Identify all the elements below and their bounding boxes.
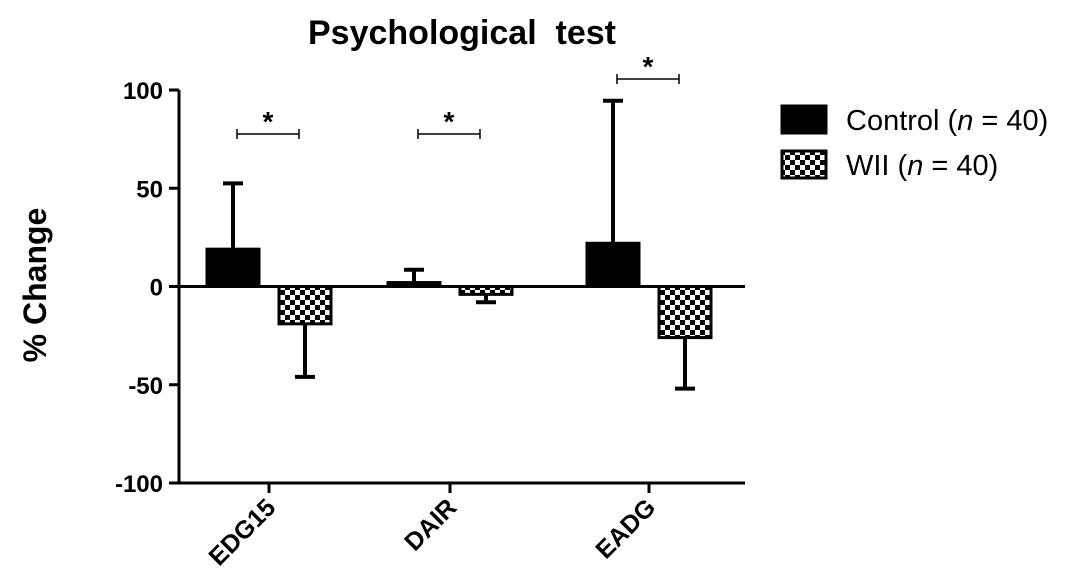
- legend-label: Control (n = 40): [846, 105, 1048, 137]
- y-tick-label: -100: [115, 471, 163, 498]
- bar: [277, 285, 333, 326]
- error-bars: [223, 98, 695, 391]
- bar: [657, 285, 713, 340]
- axes: 100 50 0 -50 -100 EDG15 DAIR EADG: [115, 78, 745, 571]
- bar: [585, 241, 641, 289]
- bars: [205, 241, 713, 340]
- bar: [386, 281, 442, 289]
- legend-swatch: [780, 149, 828, 180]
- y-axis-label: % Change: [17, 208, 53, 363]
- chart-title: Psychological test: [308, 14, 616, 52]
- bar: [458, 285, 514, 296]
- y-tick-label: 50: [136, 176, 163, 203]
- x-tick-label: DAIR: [399, 493, 462, 556]
- legend-label: WII (n = 40): [846, 150, 998, 182]
- significance-star: *: [444, 106, 455, 137]
- bar: [205, 247, 261, 288]
- significance-markers: * * *: [236, 51, 680, 139]
- x-tick-label: EADG: [590, 493, 661, 564]
- y-tick-label: -50: [128, 373, 163, 400]
- y-tick-label: 100: [123, 78, 163, 105]
- legend-swatch: [780, 104, 828, 135]
- significance-star: *: [643, 51, 654, 82]
- significance-star: *: [263, 106, 274, 137]
- x-tick-label: EDG15: [203, 493, 281, 571]
- y-tick-label: 0: [150, 275, 163, 302]
- legend: Control (n = 40) WII (n = 40): [780, 104, 1048, 182]
